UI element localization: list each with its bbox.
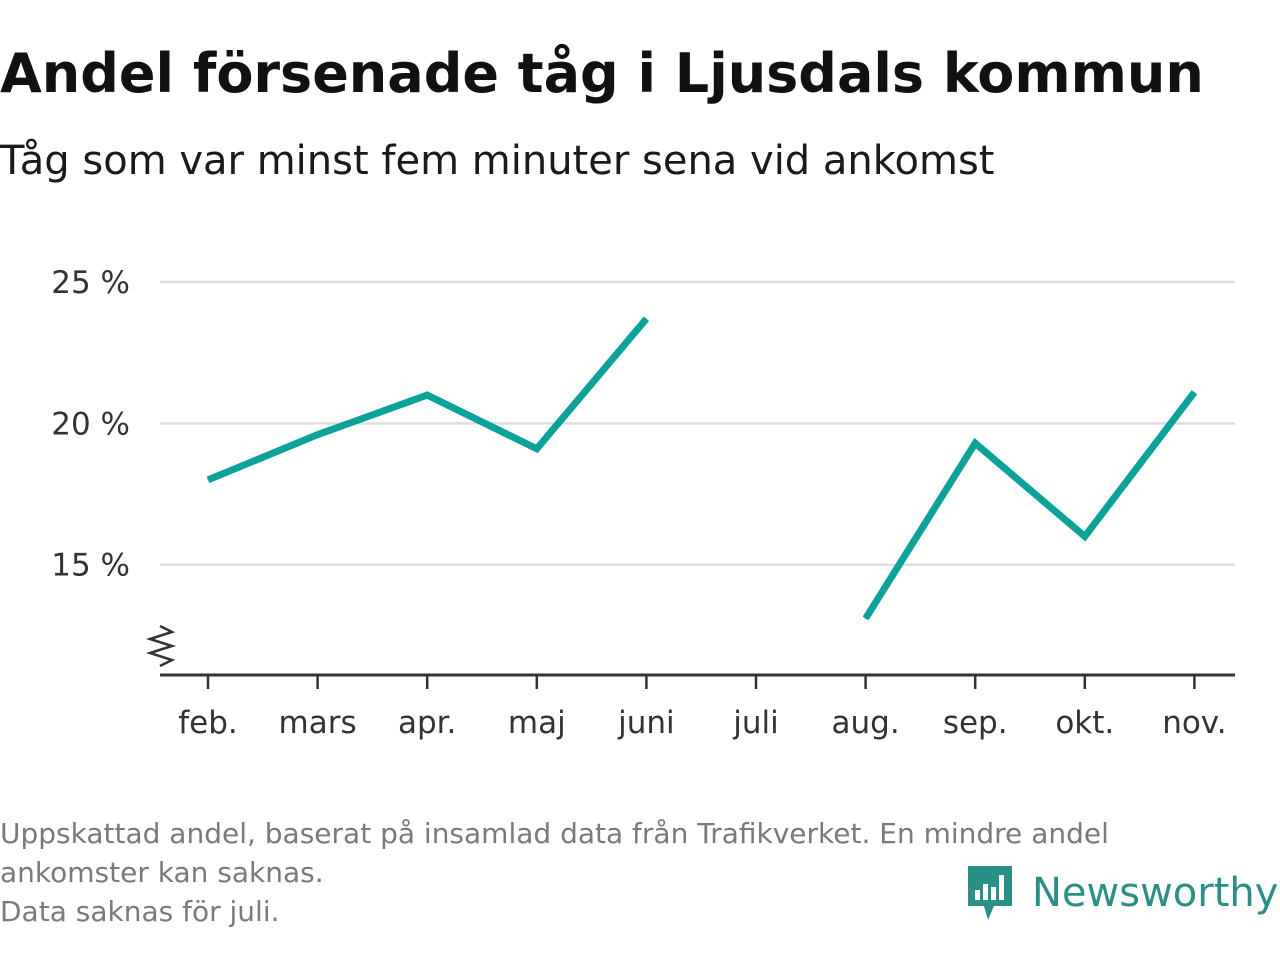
newsworthy-logo-icon xyxy=(968,866,1012,920)
brand: Newsworthy xyxy=(964,862,1278,924)
series-line xyxy=(206,316,650,484)
y-axis-ticks: 15 % 20 % 25 % xyxy=(51,265,130,584)
footnote-line: ankomster kan saknas. xyxy=(0,856,324,889)
y-tick-label: 15 % xyxy=(51,548,130,584)
grid-lines xyxy=(160,280,1235,566)
footnote-line: Uppskattad andel, baserat på insamlad da… xyxy=(0,817,1109,850)
x-tick-label: apr. xyxy=(398,705,456,741)
data-point xyxy=(536,448,538,450)
y-tick-label: 25 % xyxy=(51,265,130,301)
y-tick-label: 20 % xyxy=(51,406,130,442)
data-points xyxy=(207,318,1195,619)
data-point xyxy=(974,442,976,444)
x-axis xyxy=(145,624,1235,677)
chart-subtitle: Tåg som var minst fem minuter sena vid a… xyxy=(0,138,995,184)
x-tick-label: juli xyxy=(732,705,779,741)
series-lines xyxy=(206,316,1198,621)
x-tick-label: aug. xyxy=(832,705,900,741)
x-tick-label: okt. xyxy=(1055,705,1114,741)
x-tick-label: nov. xyxy=(1162,705,1226,741)
data-point xyxy=(1193,391,1195,393)
axis-break-mark xyxy=(145,624,177,668)
x-tick-label: maj xyxy=(508,705,566,741)
data-point xyxy=(865,617,867,619)
data-point xyxy=(426,394,428,396)
series-line xyxy=(862,390,1198,621)
brand-name: Newsworthy xyxy=(1032,870,1279,916)
footnote-line: Data saknas för juli. xyxy=(0,895,280,928)
data-point xyxy=(645,318,647,320)
x-axis-ticks: feb. mars apr. maj juni juli aug. sep. okt. nov. xyxy=(178,675,1227,741)
chart-title: Andel försenade tåg i Ljusdals kommun xyxy=(0,42,1204,105)
x-tick-label: sep. xyxy=(943,705,1008,741)
data-point xyxy=(317,434,319,436)
line-chart: 15 % 20 % 25 % feb. mars apr. maj juni juli aug.… xyxy=(51,265,1235,741)
x-tick-label: mars xyxy=(279,705,357,741)
footnote: Uppskattad andel, baserat på insamlad da… xyxy=(0,814,1270,931)
x-tick-label: juni xyxy=(617,705,675,741)
x-tick-label: feb. xyxy=(178,705,238,741)
data-point xyxy=(207,479,209,481)
data-point xyxy=(1084,535,1086,537)
